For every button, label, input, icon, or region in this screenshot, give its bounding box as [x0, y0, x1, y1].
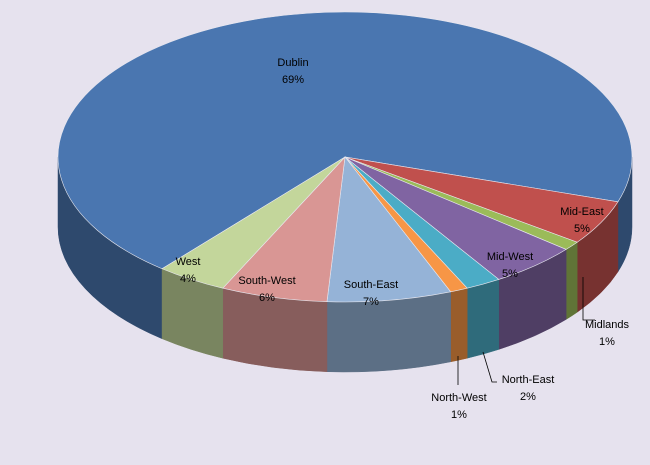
category-label: North-East [502, 374, 555, 386]
value-label: 5% [574, 223, 590, 235]
category-label: West [176, 256, 201, 268]
value-label: 5% [502, 268, 518, 280]
category-label: North-West [431, 392, 486, 404]
leader-lines [457, 277, 595, 385]
value-label: 6% [259, 292, 275, 304]
leader-line [582, 277, 595, 321]
slice-side [450, 287, 468, 363]
labels: Dublin 69% Mid-East 5% Midlands 1% Mid-West 5% N… [176, 57, 630, 421]
category-label: South-West [238, 275, 295, 287]
category-label: Mid-West [487, 251, 533, 263]
pie-sides [57, 156, 633, 373]
category-label: Mid-East [560, 206, 603, 218]
category-label: Dublin [277, 57, 308, 69]
value-label: 2% [520, 391, 536, 403]
category-label: Midlands [585, 319, 630, 331]
slice [326, 156, 452, 303]
pie-tops [57, 11, 633, 303]
leader-line [482, 351, 497, 383]
slice-side [326, 291, 451, 373]
value-label: 1% [599, 336, 615, 348]
value-label: 7% [363, 296, 379, 308]
slice-side [565, 241, 578, 320]
value-label: 4% [180, 273, 196, 285]
category-label: South-East [344, 279, 398, 291]
slice-side [466, 279, 500, 359]
value-label: 69% [282, 74, 304, 86]
value-label: 1% [451, 409, 467, 421]
slice [57, 11, 633, 270]
slice [161, 156, 346, 289]
